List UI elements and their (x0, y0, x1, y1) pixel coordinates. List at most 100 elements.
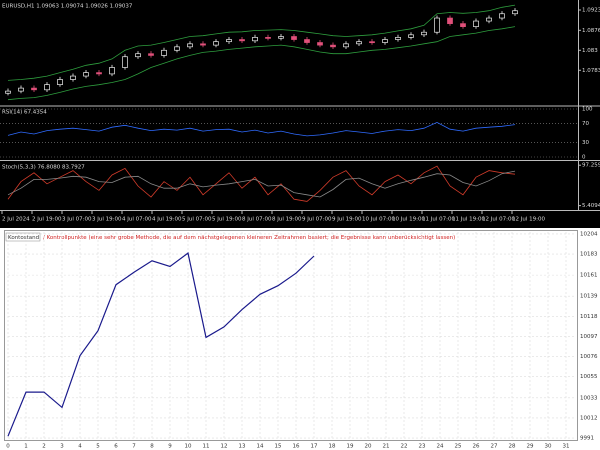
time-label: 9 Jul 19:00 (332, 217, 362, 223)
x-tick-label: 29 (527, 444, 534, 450)
x-tick-label: 2 (42, 444, 46, 450)
x-tick-label: 7 (132, 444, 136, 450)
x-tick-label: 6 (114, 444, 118, 450)
candle-body (395, 37, 401, 40)
candle-body (499, 13, 505, 19)
candle-body (408, 34, 414, 38)
time-label: 5 Jul 19:00 (212, 217, 242, 223)
x-tick-label: 12 (221, 444, 228, 450)
candle-body (226, 39, 232, 43)
time-label: 4 Jul 19:00 (152, 217, 182, 223)
series-line (7, 121, 516, 137)
chart-title: EURUSD,H1 1.09063 1.09074 1.09026 1.0903… (2, 4, 133, 10)
time-label: 8 Jul 19:00 (272, 217, 302, 223)
x-tick-label: 13 (239, 444, 246, 450)
candle-body (200, 43, 206, 46)
x-tick-label: 28 (509, 444, 516, 450)
time-label: 4 Jul 07:00 (122, 217, 152, 223)
time-label: 2 Jul 2024 (2, 217, 30, 223)
chart-title: RSI(14) 67.4354 (2, 110, 47, 116)
candle-body (421, 31, 427, 36)
x-tick-label: 15 (275, 444, 282, 450)
y-tick-label: 1.08765 (582, 28, 600, 34)
y-tick-label: 10097 (580, 334, 598, 340)
candle-body (44, 84, 50, 91)
candle-body (512, 10, 518, 15)
candle-body (135, 53, 141, 58)
x-tick-label: 21 (383, 444, 390, 450)
candle-body (96, 72, 102, 75)
time-label: 10 Jul 07:00 (362, 217, 395, 223)
x-tick-label: 31 (563, 444, 570, 450)
y-tick-label: 70 (582, 121, 589, 127)
series-line (7, 165, 516, 202)
x-tick-label: 1 (24, 444, 28, 450)
y-tick-label: 10118 (580, 314, 598, 320)
candle-body (31, 87, 37, 91)
x-tick-label: 25 (455, 444, 462, 450)
time-label: 11 Jul 07:00 (422, 217, 455, 223)
x-tick-label: 8 (150, 444, 154, 450)
candle-body (70, 75, 76, 80)
y-tick-label: 10033 (580, 395, 598, 401)
chart-title: Kontostand (8, 235, 39, 241)
x-tick-label: 30 (545, 444, 552, 450)
legend-box (5, 232, 41, 242)
y-tick-label: 10139 (580, 294, 598, 300)
y-tick-label: 9991 (580, 436, 594, 442)
x-tick-label: 23 (419, 444, 426, 450)
candle-body (356, 41, 362, 45)
x-tick-label: 17 (311, 444, 318, 450)
x-tick-label: 3 (60, 444, 64, 450)
y-tick-label: 10012 (580, 415, 598, 421)
y-tick-label: 1.09237 (582, 8, 600, 14)
candle-body (18, 87, 24, 92)
price-panels: EURUSD,H1 1.09063 1.09074 1.09026 1.0903… (0, 4, 600, 223)
x-tick-label: 11 (203, 444, 210, 450)
candle-body (239, 39, 245, 42)
x-tick-label: 24 (437, 444, 444, 450)
candle-body (382, 39, 388, 43)
chart-background (0, 0, 600, 228)
candle-body (5, 90, 11, 94)
y-tick-label: 30 (582, 140, 589, 146)
y-tick-label: 10183 (580, 252, 598, 258)
time-label: 12 Jul 19:00 (512, 217, 545, 223)
time-label: 2 Jul 19:00 (32, 217, 62, 223)
time-label: 3 Jul 19:00 (92, 217, 122, 223)
bollinger-band (7, 4, 516, 81)
x-tick-label: 19 (347, 444, 354, 450)
x-tick-label: 16 (293, 444, 300, 450)
x-tick-label: 14 (257, 444, 264, 450)
candle-body (486, 17, 492, 22)
candle-body (161, 49, 167, 56)
y-tick-label: 10204 (580, 231, 598, 237)
y-tick-label: 97.2592 (582, 163, 600, 169)
candle-body (447, 17, 453, 24)
y-tick-label: 1.083 (582, 48, 598, 54)
balance-frame (4, 230, 578, 441)
candle-body (460, 23, 466, 27)
y-tick-label: 10055 (580, 374, 598, 380)
candle-body (122, 56, 128, 68)
candle-body (369, 41, 375, 44)
y-tick-label: 1.07835 (582, 68, 600, 74)
candle-body (343, 43, 349, 48)
candle-body (252, 37, 258, 42)
time-label: 5 Jul 07:00 (182, 217, 212, 223)
series-line (7, 252, 315, 437)
candle-body (109, 67, 115, 75)
candle-body (317, 42, 323, 46)
candle-body (473, 20, 479, 27)
candle-body (304, 39, 310, 43)
candle-body (213, 41, 219, 46)
time-label: 10 Jul 19:00 (392, 217, 425, 223)
x-tick-label: 9 (168, 444, 172, 450)
x-tick-label: 22 (401, 444, 408, 450)
chart-subtitle: / Kontrollpunkte (eine sehr grobe Method… (43, 235, 455, 241)
time-label: 12 Jul 07:00 (482, 217, 515, 223)
y-tick-label: 10161 (580, 273, 598, 279)
x-tick-label: 10 (185, 444, 192, 450)
x-tick-label: 4 (78, 444, 82, 450)
